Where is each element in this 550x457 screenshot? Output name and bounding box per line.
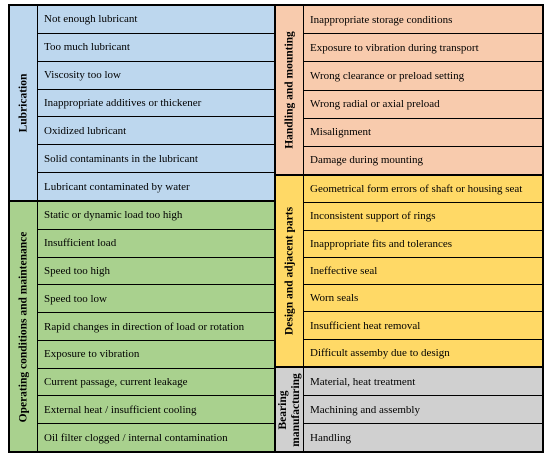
operating-item: Rapid changes in direction of load or ro… <box>38 313 274 341</box>
manufacturing-title-line1: Bearing <box>276 390 289 429</box>
lubrication-item: Oxidized lubricant <box>38 117 274 146</box>
manufacturing-category: Bearing manufacturing <box>276 368 304 451</box>
design-items: Geometrical form errors of shaft or hous… <box>304 176 542 366</box>
design-item: Geometrical form errors of shaft or hous… <box>304 176 542 204</box>
manufacturing-title: Bearing manufacturing <box>277 373 303 446</box>
handling-item: Exposure to vibration during transport <box>304 34 542 63</box>
design-title: Design and adjacent parts <box>283 206 295 336</box>
lubrication-panel: Lubrication Not enough lubricant Too much… <box>8 4 276 202</box>
lubrication-item: Too much lubricant <box>38 34 274 62</box>
lubrication-item: Lubricant contaminated by water <box>44 180 190 193</box>
handling-item: Wrong clearance or preload setting <box>304 62 542 91</box>
handling-title: Handling and mounting <box>283 31 295 149</box>
manufacturing-panel: Bearing manufacturing Material, heat tre… <box>274 366 544 453</box>
lubrication-item: Viscosity too low <box>38 62 274 90</box>
manufacturing-item: Machining and assembly <box>304 396 542 424</box>
lubrication-title: Lubrication <box>17 73 29 133</box>
operating-item: Oil filter clogged / internal contaminat… <box>44 431 228 444</box>
manufacturing-items: Material, heat treatment Machining and as… <box>304 368 542 451</box>
operating-items: Static or dynamic load too high Insuffici… <box>38 202 274 451</box>
operating-title: Operating conditions and maintenance <box>17 231 29 422</box>
lubrication-item: Solid contaminants in the lubricant <box>38 145 274 174</box>
handling-item: Wrong radial or axial preload <box>304 91 542 119</box>
handling-panel: Handling and mounting Inappropriate stor… <box>274 4 544 176</box>
design-item: Insufficient heat removal <box>304 312 542 340</box>
design-panel: Design and adjacent parts Geometrical fo… <box>274 174 544 368</box>
design-item: Worn seals <box>304 285 542 313</box>
operating-item: Speed too low <box>38 285 274 314</box>
lubrication-item: Inappropriate additives or thickener <box>38 90 274 118</box>
manufacturing-item: Material, heat treatment <box>304 368 542 396</box>
handling-item: Damage during mounting <box>310 154 424 167</box>
manufacturing-item: Handling <box>310 431 351 444</box>
operating-item: Static or dynamic load too high <box>38 202 274 230</box>
design-item: Inconsistent support of rings <box>304 203 542 231</box>
lubrication-category: Lubrication <box>10 6 38 200</box>
operating-item: Exposure to vibration <box>38 341 274 369</box>
design-item: Inappropriate fits and tolerances <box>304 231 542 258</box>
design-item: Ineffective seal <box>304 258 542 286</box>
operating-item: Insufficient load <box>38 230 274 258</box>
lubrication-item: Not enough lubricant <box>38 6 274 34</box>
design-item: Difficult assemby due to design <box>310 346 450 359</box>
operating-item: Current passage, current leakage <box>38 369 274 397</box>
design-category: Design and adjacent parts <box>276 176 304 366</box>
operating-category: Operating conditions and maintenance <box>10 202 38 451</box>
handling-category: Handling and mounting <box>276 6 304 174</box>
operating-item: External heat / insufficient cooling <box>38 396 274 425</box>
lubrication-items: Not enough lubricant Too much lubricant Vi… <box>38 6 274 200</box>
handling-items: Inappropriate storage conditions Exposure… <box>304 6 542 174</box>
operating-item: Speed too high <box>38 258 274 286</box>
manufacturing-title-line2: manufacturing <box>289 372 302 447</box>
handling-item: Misalignment <box>304 119 542 147</box>
handling-item: Inappropriate storage conditions <box>304 6 542 35</box>
operating-panel: Operating conditions and maintenance Sta… <box>8 200 276 453</box>
